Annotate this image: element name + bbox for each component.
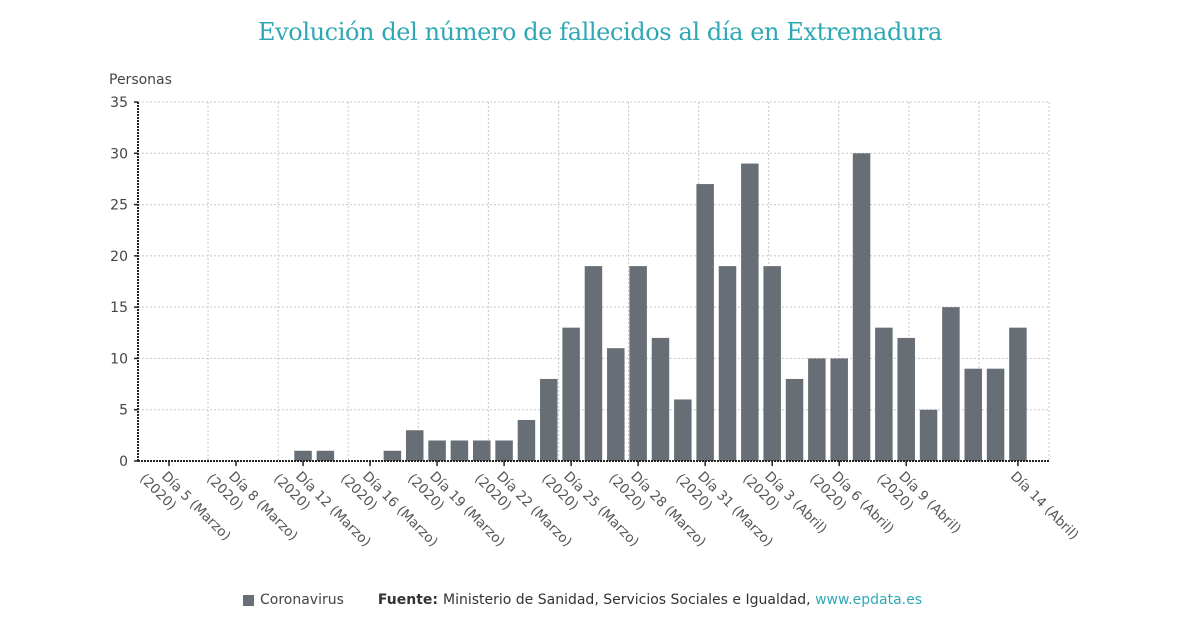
x-tick-label: Día 16 (Marzo)(2020) (337, 469, 441, 551)
y-tick-label: 20 (110, 249, 128, 265)
y-axis-label: Personas (109, 72, 172, 88)
y-tick-label: 25 (110, 198, 128, 214)
x-tick-label: Día 25 (Marzo)(2020) (538, 469, 642, 551)
bar[interactable] (942, 307, 960, 461)
legend-label-coronavirus[interactable]: Coronavirus (260, 592, 344, 608)
bar[interactable] (808, 358, 826, 461)
legend-swatch-coronavirus (243, 594, 254, 606)
bar[interactable] (584, 266, 603, 461)
bar[interactable] (428, 440, 446, 461)
bar[interactable] (495, 440, 513, 461)
bar[interactable] (897, 337, 915, 461)
x-tick-label: Día 28 (Marzo)(2020) (605, 469, 709, 551)
bar[interactable] (852, 153, 871, 462)
bar[interactable] (674, 399, 692, 461)
bar[interactable] (986, 368, 1005, 461)
bar[interactable] (316, 450, 335, 461)
bar[interactable] (651, 337, 670, 461)
bar[interactable] (830, 358, 848, 461)
bar[interactable] (562, 327, 580, 461)
bar[interactable] (540, 378, 558, 461)
axes (137, 102, 1049, 462)
x-tick-label: Día 31 (Marzo)(2020) (672, 469, 776, 551)
source-text: Ministerio de Sanidad, Servicios Sociale… (443, 592, 811, 608)
x-tick-label: Día 19 (Marzo)(2020) (404, 469, 508, 551)
y-tick-labels: 0 5 10 15 20 25 30 35 (110, 95, 138, 470)
bar[interactable] (607, 348, 625, 461)
y-tick-label: 5 (119, 403, 128, 419)
y-tick-label: 15 (110, 300, 128, 316)
y-tick-label: 30 (110, 146, 128, 162)
bar[interactable] (294, 450, 312, 461)
bar[interactable] (741, 163, 759, 462)
x-tick-label: Día 12 (Marzo)(2020) (270, 469, 374, 551)
x-tick-labels: Día 5 (Marzo)(2020) Día 8 (Marzo)(2020) Dí… (136, 461, 1082, 551)
bar[interactable] (696, 184, 714, 462)
bar[interactable] (517, 419, 536, 461)
x-tick-label: Día 14 (Abril) (1007, 469, 1082, 544)
x-tick-label: Día 8 (Marzo)(2020) (203, 469, 301, 545)
x-tick-label: Día 22 (Marzo)(2020) (471, 469, 575, 551)
bar[interactable] (785, 378, 804, 461)
source-key: Fuente: (377, 592, 438, 608)
bar[interactable] (919, 409, 938, 461)
bars (294, 153, 1027, 462)
y-tick-label: 10 (110, 351, 128, 367)
source-link[interactable]: www.epdata.es (815, 592, 923, 608)
bar[interactable] (875, 327, 893, 461)
chart-footer: Coronavirus Fuente: Ministerio de Sanida… (243, 592, 922, 608)
chart-title: Evolución del número de fallecidos al dí… (258, 18, 942, 46)
bar[interactable] (964, 368, 982, 461)
x-tick-label: Día 5 (Marzo)(2020) (136, 469, 234, 545)
bar[interactable] (383, 450, 402, 461)
bar[interactable] (1009, 327, 1027, 461)
bar[interactable] (763, 266, 781, 461)
bar[interactable] (405, 430, 424, 461)
bar[interactable] (718, 266, 737, 461)
y-tick-label: 35 (110, 95, 128, 111)
bar[interactable] (473, 440, 491, 461)
bar[interactable] (629, 266, 647, 461)
y-tick-label: 0 (119, 454, 128, 470)
bar[interactable] (450, 440, 469, 461)
x-tick-label-line1: Día 14 (Abril) (1007, 469, 1082, 544)
